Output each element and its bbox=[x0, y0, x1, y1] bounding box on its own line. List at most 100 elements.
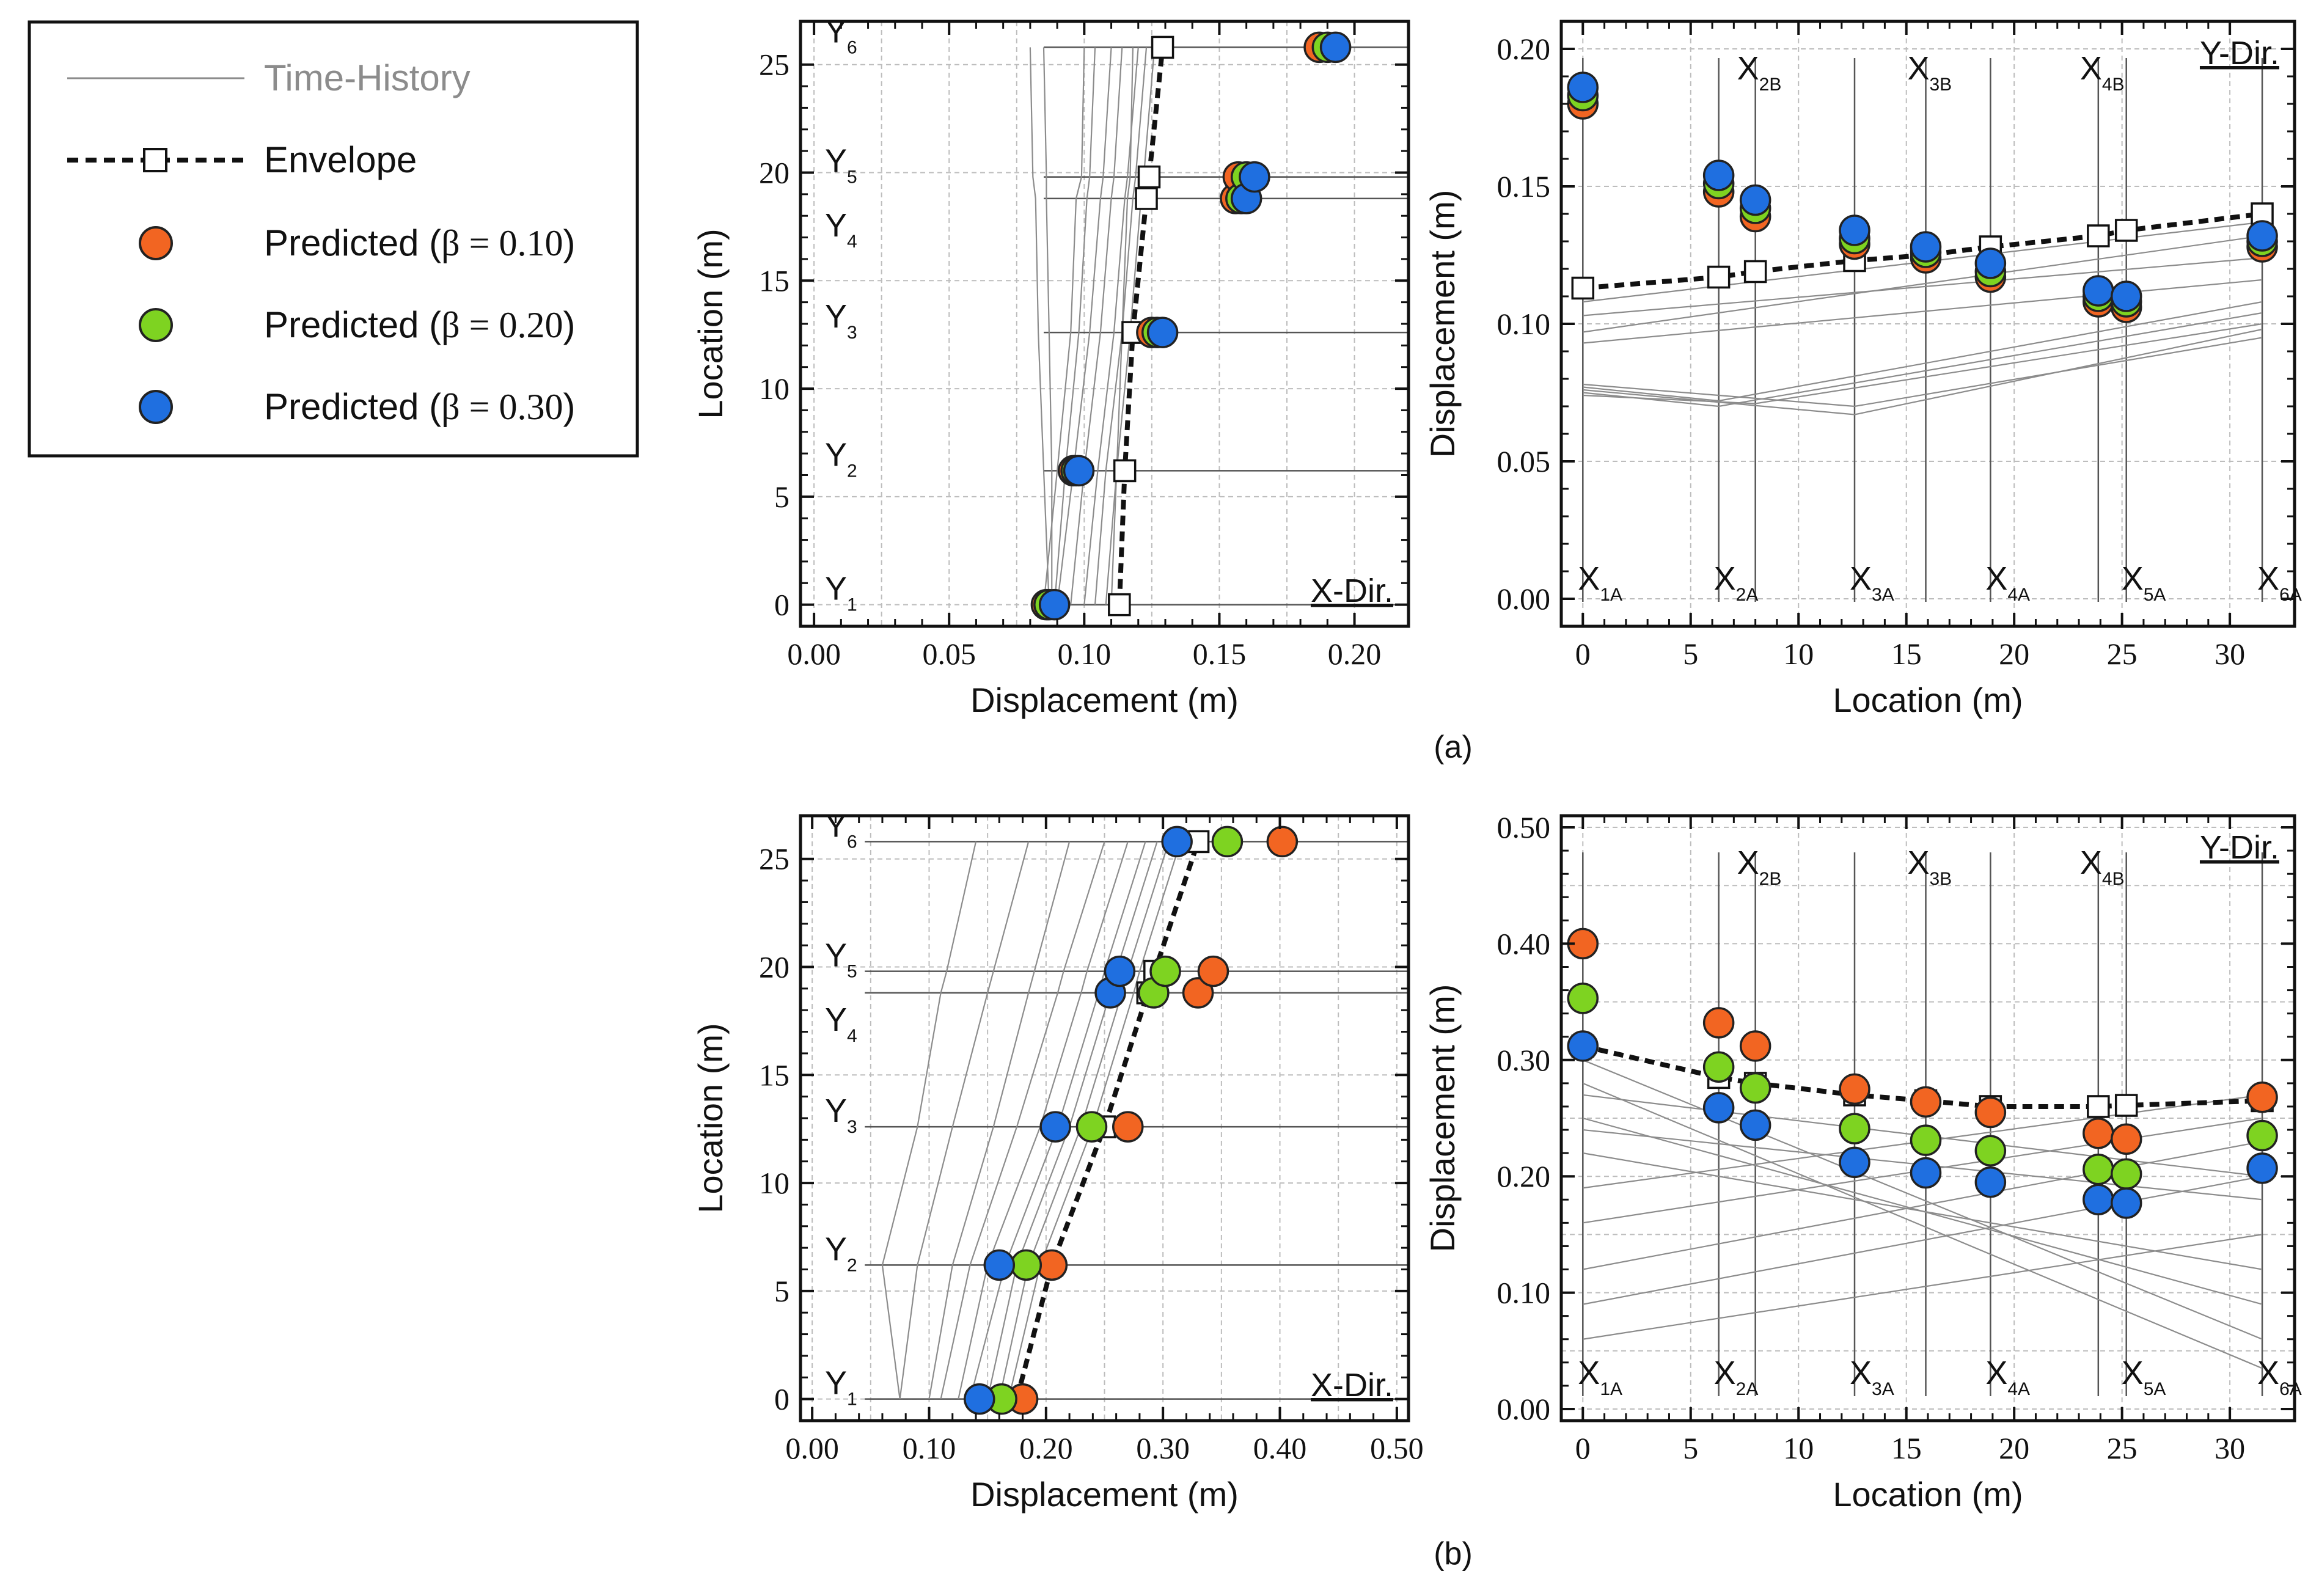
x-tick-label: 0.00 bbox=[785, 1431, 839, 1465]
ticks bbox=[1561, 21, 2295, 626]
envelope-line bbox=[1582, 211, 2263, 291]
x-axis-label: Displacement (m) bbox=[970, 1475, 1239, 1514]
x-tick-label: 30 bbox=[2215, 1431, 2245, 1465]
time-history-line bbox=[998, 841, 1170, 1399]
plot-area bbox=[865, 825, 1409, 1415]
y-tick-label: 0.20 bbox=[1497, 1159, 1551, 1193]
x-tick-label: 10 bbox=[1783, 1431, 1814, 1465]
data-point bbox=[1161, 825, 1193, 858]
direction-label: Y-Dir. bbox=[2200, 35, 2279, 71]
x-tick-label: 25 bbox=[2107, 1431, 2138, 1465]
data-point bbox=[1567, 71, 1599, 103]
series-predicted-0 bbox=[1567, 928, 2278, 1155]
data-point bbox=[1839, 214, 1870, 246]
x-tick-label: 5 bbox=[1683, 1431, 1698, 1465]
x-tick-label: 20 bbox=[1999, 637, 2029, 671]
time-history-line bbox=[940, 841, 1105, 1399]
time-history-line bbox=[1583, 257, 2263, 317]
time-history-line bbox=[1582, 1059, 2263, 1340]
series-predicted-1 bbox=[986, 825, 1244, 1415]
x-tick-label: 0.50 bbox=[1370, 1431, 1424, 1465]
data-point bbox=[1910, 1157, 1942, 1189]
time-history-line bbox=[1070, 47, 1123, 605]
location-label-top: X2B bbox=[1737, 844, 1782, 889]
location-label-bottom: X3A bbox=[1850, 560, 1894, 605]
data-point bbox=[2110, 280, 2142, 312]
series-predicted-1 bbox=[1567, 983, 2278, 1190]
x-tick-label: 0.15 bbox=[1193, 637, 1247, 671]
data-point bbox=[1567, 983, 1599, 1014]
level-label: Y4 bbox=[825, 1001, 857, 1046]
envelope-marker bbox=[1571, 276, 1595, 300]
level-label: Y2 bbox=[825, 1231, 857, 1275]
series-predicted-1 bbox=[1033, 31, 1344, 621]
data-point bbox=[1839, 1146, 1870, 1179]
direction-label: Y-Dir. bbox=[2200, 829, 2279, 866]
location-label-bottom: X2A bbox=[1714, 1355, 1759, 1399]
legend-beta-0-10-marker bbox=[139, 226, 173, 260]
y-tick-label: 0.05 bbox=[1497, 444, 1551, 478]
series-predicted-2 bbox=[1567, 71, 2278, 312]
y-tick-label: 0.40 bbox=[1497, 926, 1551, 961]
x-tick-label: 20 bbox=[1999, 1431, 2029, 1465]
time-history-line bbox=[1583, 328, 2263, 415]
x-axis-label: Location (m) bbox=[1833, 1475, 2023, 1514]
envelope-line bbox=[1582, 1044, 2263, 1109]
data-point bbox=[1182, 977, 1214, 1009]
time-history-line bbox=[1583, 279, 2263, 344]
data-point bbox=[1739, 184, 1771, 216]
location-label-top: X3B bbox=[1907, 50, 1952, 95]
time-history-line bbox=[899, 841, 1030, 1399]
data-point bbox=[1211, 825, 1244, 858]
location-label-top: X4B bbox=[2080, 844, 2125, 889]
level-label: Y3 bbox=[825, 1093, 857, 1137]
data-point bbox=[1839, 1073, 1870, 1105]
location-label-bottom: X5A bbox=[2122, 1355, 2166, 1399]
legend: Time-History Envelope Predicted (β = 0.1… bbox=[27, 20, 639, 458]
time-history-line bbox=[1057, 47, 1112, 605]
data-point bbox=[1319, 31, 1352, 64]
y-tick-label: 0.20 bbox=[1497, 32, 1551, 66]
grid bbox=[1561, 21, 2295, 626]
data-point bbox=[1567, 1030, 1599, 1062]
legend-beta-0-10-label: Predicted (β = 0.10) bbox=[264, 222, 576, 263]
data-point bbox=[1974, 1166, 2007, 1198]
x-tick-label: 0.20 bbox=[1019, 1431, 1073, 1465]
envelope-marker bbox=[1707, 265, 1731, 289]
envelope-marker bbox=[1743, 260, 1767, 284]
data-point bbox=[1702, 1092, 1735, 1124]
envelope-line bbox=[1014, 841, 1201, 1400]
data-point bbox=[1974, 1135, 2007, 1167]
data-point bbox=[1839, 1113, 1870, 1144]
x-tick-label: 0.10 bbox=[1058, 637, 1112, 671]
location-label-bottom: X2A bbox=[1714, 560, 1759, 605]
data-point bbox=[1739, 1030, 1771, 1062]
legend-beta-0-30-label: Predicted (β = 0.30) bbox=[264, 386, 576, 427]
data-point bbox=[1063, 455, 1095, 487]
time-history-line bbox=[928, 841, 1071, 1399]
envelope-marker bbox=[1151, 35, 1174, 59]
chart-a-y-direction: 0 5 10 15 20 25 30 0.00 0.05 0.10 0.15 0.20 Location… bbox=[1423, 20, 2302, 719]
x-tick-label: 0.00 bbox=[787, 637, 841, 671]
envelope-marker bbox=[1137, 165, 1161, 189]
series-predicted-2 bbox=[1567, 1030, 2278, 1219]
y-tick-label: 0.10 bbox=[1497, 1276, 1551, 1310]
data-point bbox=[2083, 1118, 2114, 1149]
data-point bbox=[1702, 1007, 1735, 1039]
data-point bbox=[1974, 1096, 2007, 1129]
time-history-line bbox=[1042, 47, 1053, 605]
time-history-line bbox=[1582, 1082, 2263, 1369]
time-history-line bbox=[1029, 47, 1050, 605]
chart-b-y-direction: 0 5 10 15 20 25 30 0.00 0.10 0.20 0.30 0.40 0.50 Loca… bbox=[1423, 810, 2302, 1514]
envelope-line bbox=[1116, 47, 1165, 605]
time-history-line bbox=[1105, 47, 1156, 605]
y-tick-label: 10 bbox=[759, 372, 789, 406]
caption-b: (b) bbox=[1434, 1536, 1473, 1572]
level-label: Y1 bbox=[825, 1365, 857, 1410]
time-history-line bbox=[1583, 323, 2263, 404]
time-history-line bbox=[969, 841, 1146, 1399]
y-tick-label: 25 bbox=[759, 48, 789, 82]
envelope-marker bbox=[2087, 224, 2110, 247]
level-label: Y5 bbox=[825, 937, 857, 982]
data-point bbox=[1038, 588, 1071, 621]
